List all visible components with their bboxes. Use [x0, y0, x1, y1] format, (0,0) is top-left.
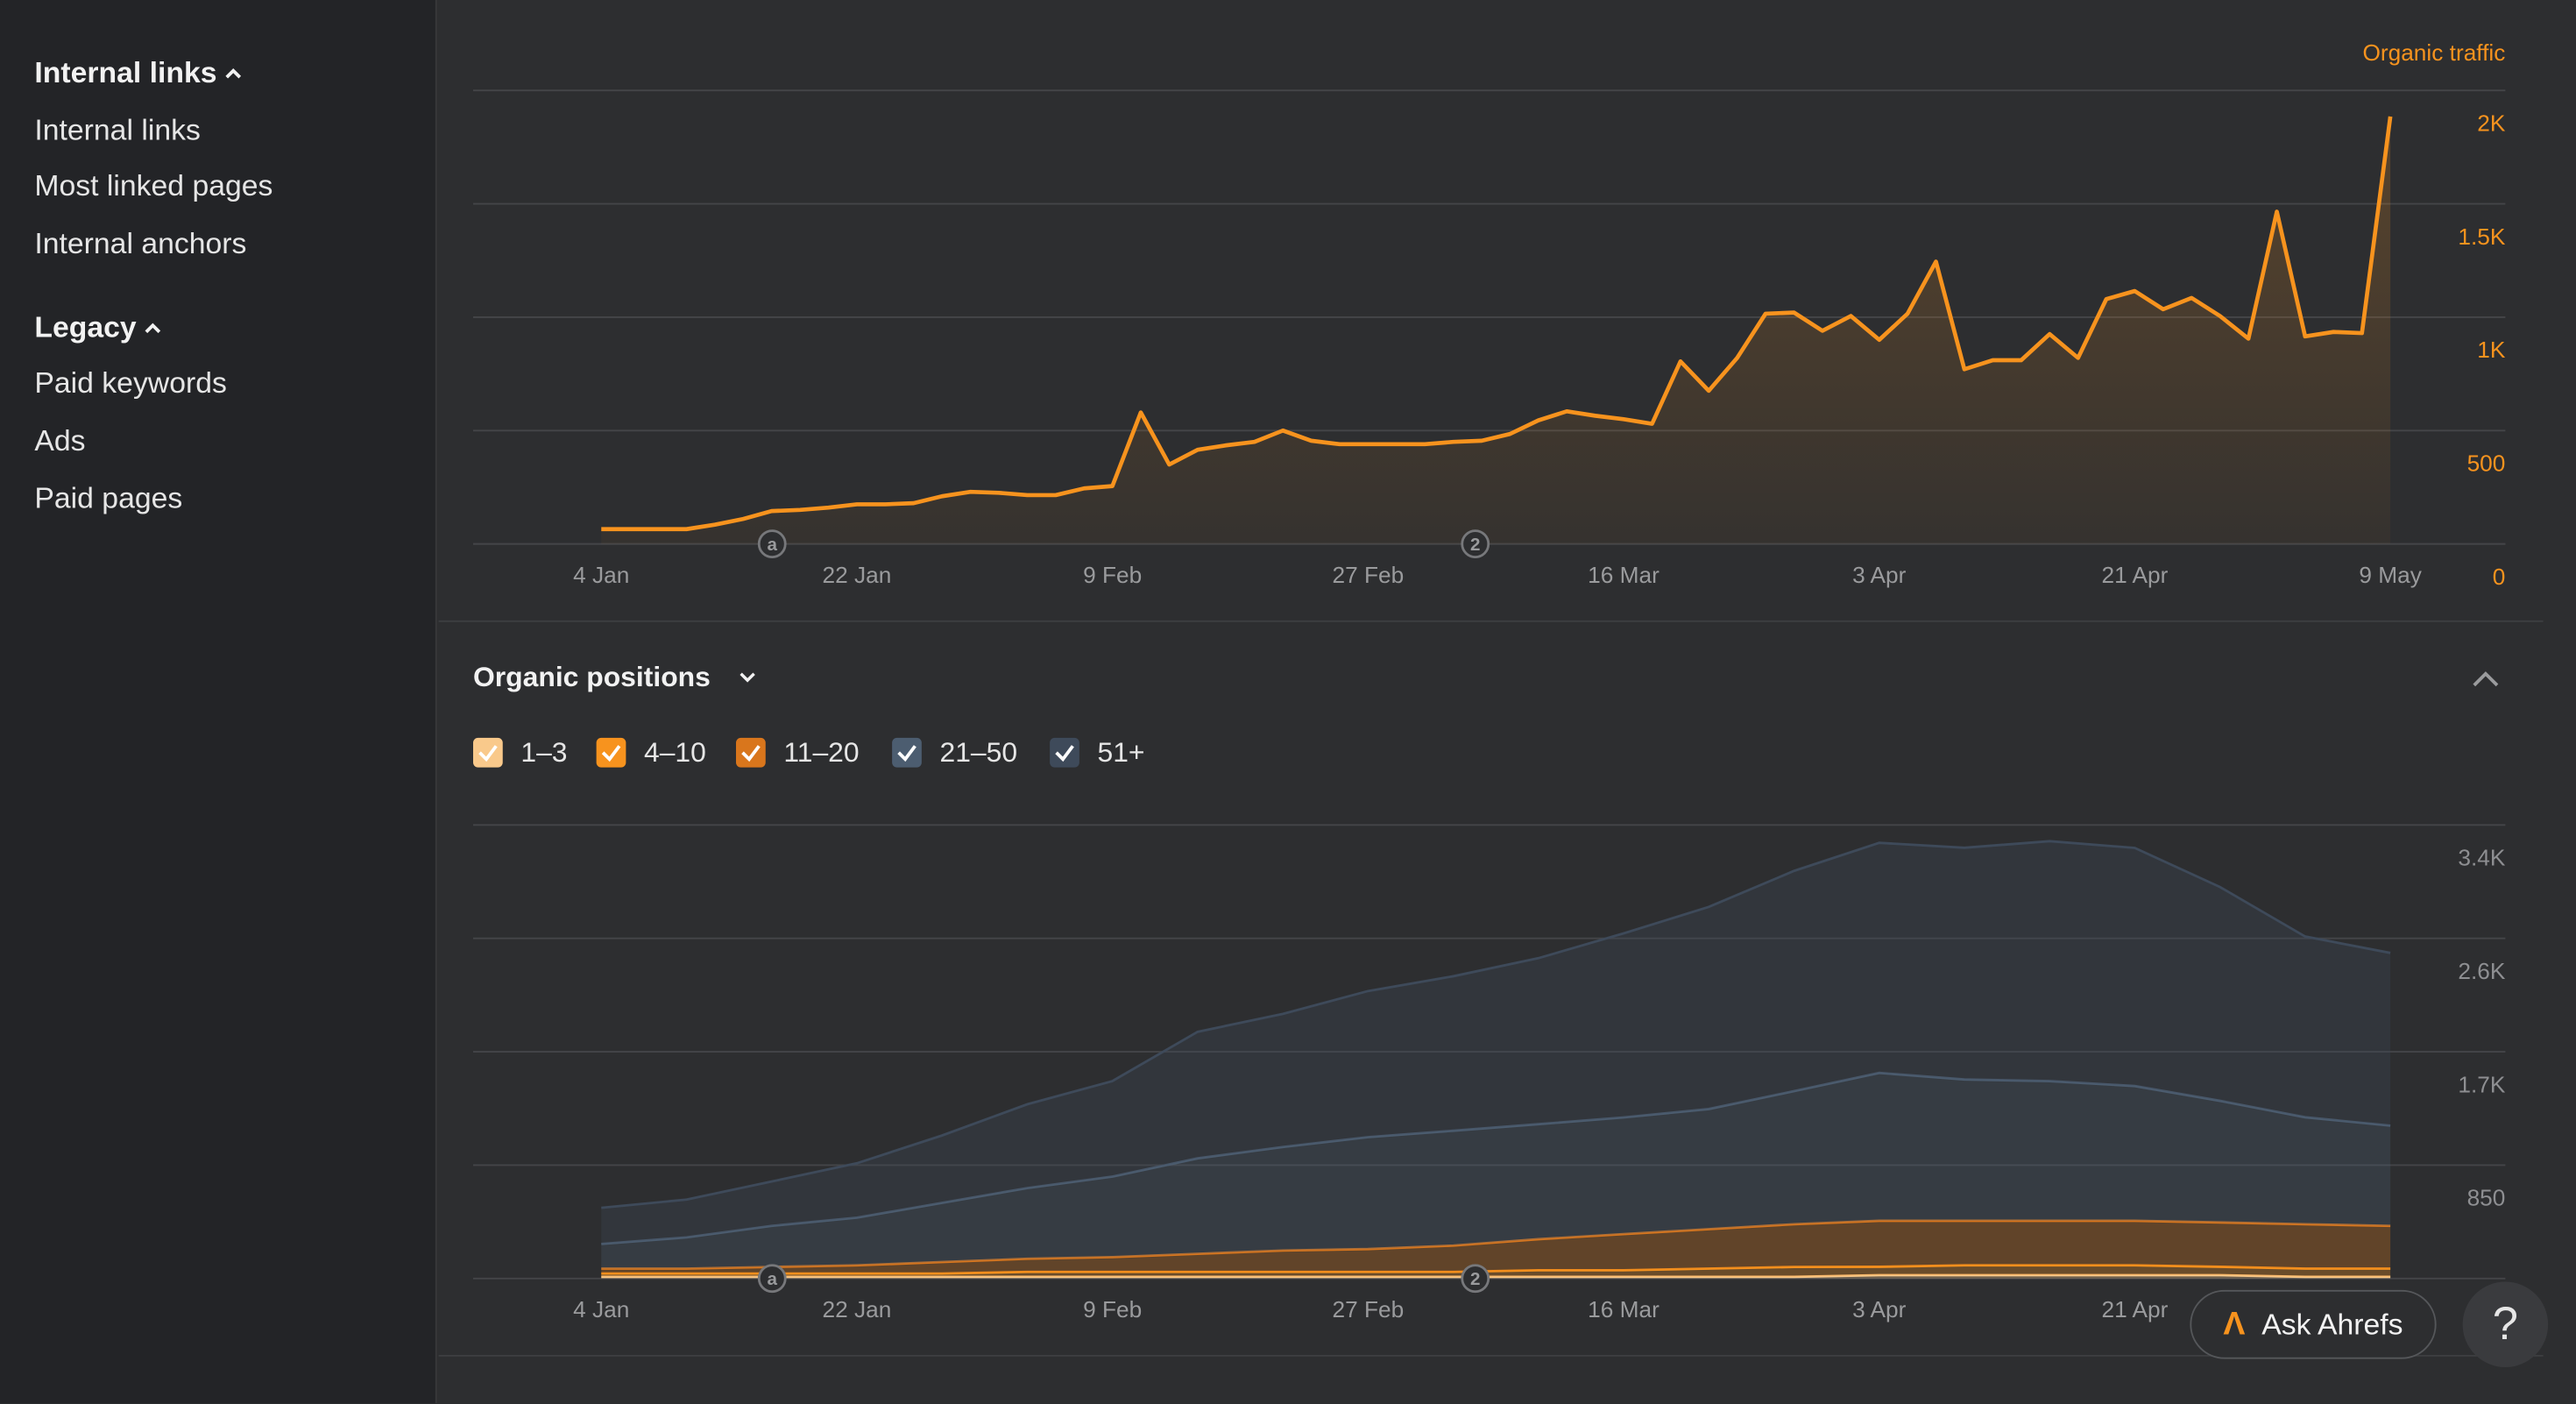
x-tick-label: 9 May [2359, 562, 2422, 588]
nav-link[interactable]: Ads [34, 423, 86, 457]
area-edge [601, 1071, 2391, 1245]
nav-link[interactable]: Most linked pages [34, 169, 273, 202]
legend-label: 21–50 [940, 736, 1018, 768]
checkbox [473, 737, 503, 768]
ask-label: Ask Ahrefs [2261, 1307, 2403, 1341]
checkmark [478, 745, 498, 762]
line [601, 116, 2393, 532]
logo: Λ [2223, 1305, 2246, 1342]
y-tick-label: 3.4K [2458, 845, 2505, 871]
dropdown-caret [740, 672, 755, 683]
y-tick-label: 500 [2467, 450, 2506, 477]
annotation-marker [757, 1264, 787, 1294]
section-title-text: Internal links [34, 55, 217, 89]
checkbox [736, 737, 766, 768]
help-label: ? [2492, 1298, 2518, 1350]
annotation-label: a [768, 535, 778, 555]
nav-link[interactable]: Internal links [34, 113, 201, 146]
x-tick-label: 16 Mar [1588, 562, 1660, 588]
help-button[interactable]: ? [2462, 1281, 2549, 1367]
y-tick-label: 850 [2467, 1185, 2506, 1211]
caret [145, 323, 161, 334]
collapse-button[interactable] [2473, 671, 2499, 687]
x-tick-label: 27 Feb [1332, 1296, 1404, 1322]
legend-label: 4–10 [644, 736, 706, 768]
y-tick-label: 1.5K [2458, 223, 2505, 250]
legend-item[interactable]: 1–3 [473, 736, 568, 768]
caret [225, 68, 242, 79]
y-tick-label: 2K [2477, 110, 2506, 136]
area-band [601, 1220, 2391, 1274]
section-title-text: Legacy [34, 310, 137, 344]
area-band [601, 840, 2391, 1244]
area [601, 116, 2391, 544]
x-tick-label: 21 Apr [2101, 562, 2168, 588]
area-edge [601, 1264, 2391, 1275]
legend-item[interactable]: 21–50 [892, 736, 1017, 768]
legend-label: 51+ [1098, 736, 1145, 768]
y-tick-label: 2.6K [2458, 958, 2505, 984]
nav-link[interactable]: Paid keywords [34, 366, 227, 400]
checkmark [897, 745, 916, 762]
x-tick-label: 4 Jan [573, 1296, 629, 1322]
area-edge [601, 1273, 2391, 1279]
legend-item[interactable]: 4–10 [596, 736, 706, 768]
nav-link[interactable]: Internal anchors [34, 226, 247, 260]
x-tick-label: 22 Jan [823, 1296, 892, 1322]
y-tick-label: 1.7K [2458, 1071, 2505, 1097]
area-edge [601, 840, 2391, 1209]
series-label: Organic traffic [2362, 39, 2505, 66]
x-tick-label: 9 Feb [1083, 1296, 1142, 1322]
nav-link[interactable]: Paid pages [34, 481, 183, 514]
legend-item[interactable]: 51+ [1050, 736, 1145, 768]
ask-button[interactable]: Λ Ask Ahrefs [2190, 1289, 2437, 1359]
annotation-marker [1461, 529, 1490, 559]
checkmark [601, 745, 621, 762]
x-tick-label: 22 Jan [823, 562, 892, 588]
annotation-label: a [768, 1269, 778, 1289]
checkbox [596, 737, 626, 768]
section-title[interactable]: Internal links [34, 54, 242, 90]
legend-item[interactable]: 11–20 [736, 736, 860, 768]
x-tick-label: 16 Mar [1588, 1296, 1660, 1322]
area-band [601, 1073, 2391, 1269]
x-tick-label: 3 Apr [1852, 562, 1907, 588]
checkmark [741, 745, 761, 762]
section-title: Organic positions [473, 661, 711, 692]
annotation-marker [1461, 1264, 1490, 1294]
y-tick-label: 0 [2493, 564, 2506, 590]
x-tick-label: 3 Apr [1852, 1296, 1907, 1322]
section-title[interactable]: Legacy [34, 309, 161, 345]
checkbox [1050, 737, 1079, 768]
annotation-label: 2 [1470, 535, 1480, 555]
annotation-marker [757, 529, 787, 559]
area-edge [601, 1219, 2391, 1270]
x-tick-label: 4 Jan [573, 562, 629, 588]
x-tick-label: 21 Apr [2101, 1296, 2168, 1322]
x-tick-label: 9 Feb [1083, 562, 1142, 588]
sidebar: Internal links Internal links Most linke… [0, 0, 437, 1404]
checkbox [892, 737, 922, 768]
annotation-label: 2 [1470, 1269, 1480, 1289]
legend-label: 1–3 [520, 736, 567, 768]
legend-label: 11–20 [783, 736, 859, 768]
x-tick-label: 27 Feb [1332, 562, 1404, 588]
checkmark [1055, 745, 1074, 762]
y-tick-label: 1K [2477, 337, 2506, 363]
